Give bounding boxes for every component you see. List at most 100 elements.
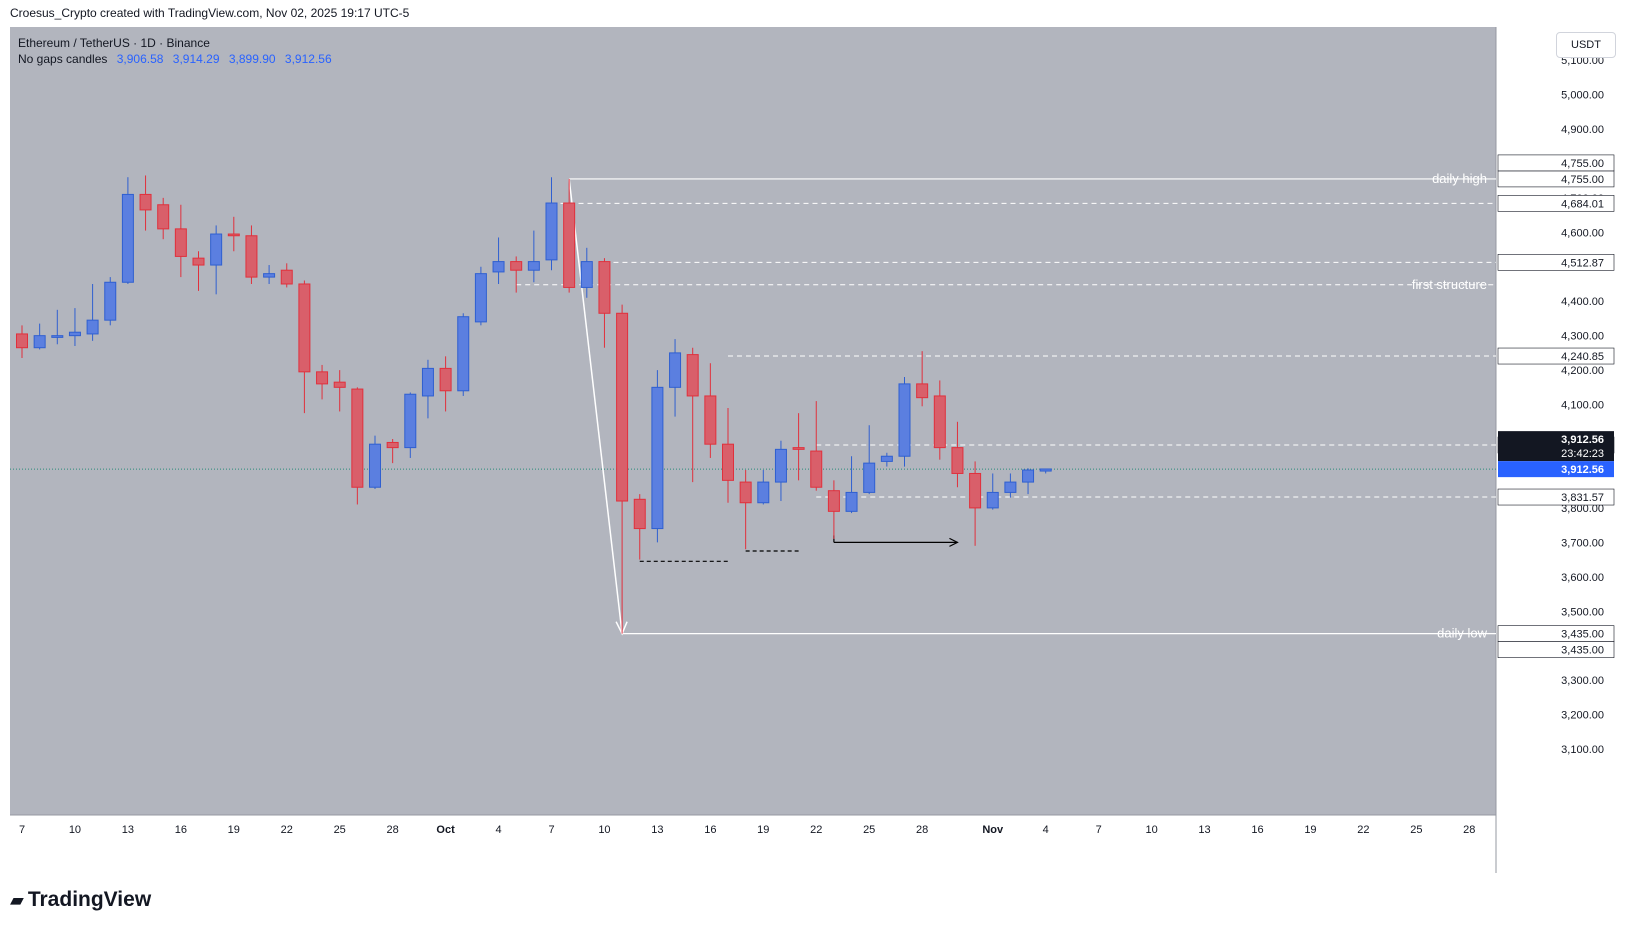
x-tick-label: 28 bbox=[916, 824, 928, 836]
level-price-label-box bbox=[1497, 488, 1615, 506]
first-structure-annotation: first structure bbox=[1412, 277, 1487, 292]
x-tick-label: 25 bbox=[1410, 824, 1422, 836]
x-tick-label: 13 bbox=[1198, 824, 1210, 836]
candle-body bbox=[68, 331, 81, 337]
x-tick-label: 16 bbox=[175, 824, 187, 836]
candle-body bbox=[686, 354, 699, 397]
annotation-price-label: 4,755.00 bbox=[1561, 158, 1604, 170]
candle-body bbox=[280, 269, 293, 285]
candlestick-chart[interactable]: 3,100.003,200.003,300.003,400.003,500.00… bbox=[10, 27, 1618, 873]
level-price-label: 4,512.87 bbox=[1561, 257, 1604, 269]
candle-body bbox=[704, 395, 717, 445]
y-tick-label: 3,500.00 bbox=[1561, 606, 1604, 618]
x-tick-label: 10 bbox=[69, 824, 81, 836]
y-tick-label: 5,000.00 bbox=[1561, 90, 1604, 102]
y-tick-label: 4,600.00 bbox=[1561, 227, 1604, 239]
y-tick-label: 4,900.00 bbox=[1561, 124, 1604, 136]
candle-body bbox=[969, 472, 982, 509]
y-tick-label: 4,100.00 bbox=[1561, 400, 1604, 412]
annotation-price-label-box bbox=[1497, 641, 1615, 658]
candle-body bbox=[792, 447, 805, 450]
x-tick-label: 7 bbox=[1096, 824, 1102, 836]
x-tick-label: 28 bbox=[387, 824, 399, 836]
candle-body bbox=[333, 381, 346, 388]
candle-body bbox=[1004, 481, 1017, 493]
tradingview-logo[interactable]: ▰ TradingView bbox=[10, 888, 151, 912]
candle-body bbox=[545, 202, 558, 261]
time-scale bbox=[10, 815, 1496, 873]
chart-attribution: Croesus_Crypto created with TradingView.… bbox=[10, 6, 410, 20]
candle-body bbox=[598, 261, 611, 314]
x-tick-label: 16 bbox=[1251, 824, 1263, 836]
y-tick-label: 4,300.00 bbox=[1561, 331, 1604, 343]
x-tick-label: 13 bbox=[651, 824, 663, 836]
candle-body bbox=[774, 448, 787, 483]
candle-body bbox=[457, 316, 470, 392]
candle-body bbox=[192, 257, 205, 266]
current-price-badge bbox=[1498, 461, 1614, 478]
candle-body bbox=[1039, 468, 1052, 472]
candle-body bbox=[316, 371, 329, 385]
level-price-label-box bbox=[1497, 195, 1615, 212]
candle-body bbox=[616, 312, 629, 502]
plot-area bbox=[10, 27, 1496, 815]
symbol-title[interactable]: Ethereum / TetherUS · 1D · Binance bbox=[18, 36, 210, 50]
y-tick-label: 3,100.00 bbox=[1561, 744, 1604, 756]
x-tick-label: 19 bbox=[228, 824, 240, 836]
chart-legend: Ethereum / TetherUS · 1D · Binance No ga… bbox=[18, 35, 332, 67]
x-tick-label: 22 bbox=[1357, 824, 1369, 836]
y-tick-label: 3,200.00 bbox=[1561, 710, 1604, 722]
candle-body bbox=[104, 281, 117, 321]
candle-body bbox=[369, 443, 381, 488]
tradingview-logo-icon: ▰ bbox=[10, 889, 24, 910]
candle-body bbox=[51, 335, 64, 338]
candle-body bbox=[298, 283, 311, 373]
x-tick-label: 4 bbox=[1043, 824, 1049, 836]
candle-body bbox=[580, 261, 593, 288]
y-tick-label: 3,800.00 bbox=[1561, 503, 1604, 515]
x-tick-label: 16 bbox=[704, 824, 716, 836]
x-tick-label: 10 bbox=[1145, 824, 1157, 836]
candle-body bbox=[386, 441, 399, 449]
x-tick-label: 28 bbox=[1463, 824, 1475, 836]
x-tick-label: Nov bbox=[982, 824, 1004, 836]
ohlc-readout: No gaps candles 3,906.58 3,914.29 3,899.… bbox=[18, 51, 332, 67]
x-tick-label: 10 bbox=[598, 824, 610, 836]
candle-body bbox=[863, 462, 876, 493]
candle-body bbox=[669, 352, 682, 388]
candle-type-label: No gaps candles bbox=[18, 52, 108, 66]
y-tick-label: 3,300.00 bbox=[1561, 675, 1604, 687]
candle-body bbox=[139, 193, 152, 211]
ohlc-high: 3,914.29 bbox=[172, 52, 220, 66]
candle-body bbox=[563, 202, 576, 288]
level-price-label: 4,755.00 bbox=[1561, 174, 1604, 186]
candle-body bbox=[474, 273, 487, 323]
level-price-label-box bbox=[1497, 254, 1615, 271]
x-tick-label: 7 bbox=[548, 824, 554, 836]
x-tick-label: Oct bbox=[436, 824, 455, 836]
candle-body bbox=[421, 367, 434, 397]
x-tick-label: 13 bbox=[122, 824, 134, 836]
candle-body bbox=[174, 228, 187, 257]
last-price-value: 3,912.56 bbox=[1561, 434, 1604, 446]
candle-body bbox=[880, 455, 893, 462]
daily-high-annotation: daily high bbox=[1432, 171, 1487, 186]
annotation-price-label: 3,435.00 bbox=[1561, 645, 1604, 657]
y-tick-label: 3,700.00 bbox=[1561, 537, 1604, 549]
candle-body bbox=[1022, 469, 1035, 483]
candle-body bbox=[33, 335, 46, 349]
currency-button[interactable]: USDT bbox=[1556, 32, 1616, 58]
x-tick-label: 22 bbox=[810, 824, 822, 836]
level-price-label: 3,435.00 bbox=[1561, 629, 1604, 641]
candle-body bbox=[986, 491, 999, 509]
last-price-badge bbox=[1498, 431, 1614, 462]
level-price-label: 4,684.01 bbox=[1561, 198, 1604, 210]
candle-body bbox=[510, 261, 523, 271]
x-tick-label: 4 bbox=[495, 824, 501, 836]
y-tick-label: 4,400.00 bbox=[1561, 296, 1604, 308]
candle-body bbox=[722, 443, 734, 481]
x-tick-label: 19 bbox=[1304, 824, 1316, 836]
candle-body bbox=[210, 233, 223, 266]
candle-body bbox=[916, 383, 929, 399]
candle-body bbox=[810, 450, 823, 488]
